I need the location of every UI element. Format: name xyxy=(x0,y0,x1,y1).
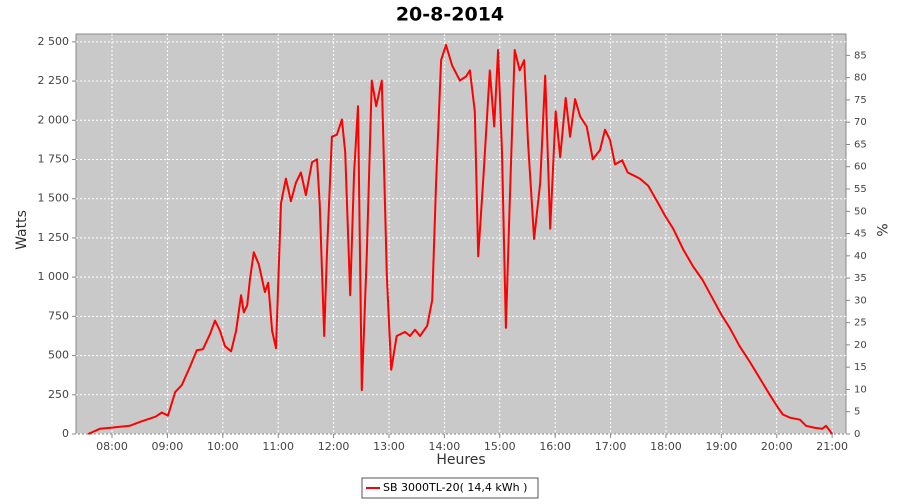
x-tick-label: 18:00 xyxy=(650,440,682,453)
y2-tick-label: 5 xyxy=(854,407,860,418)
y-tick-label: 2 000 xyxy=(38,113,70,126)
x-tick-label: 08:00 xyxy=(96,440,128,453)
y-tick-label: 1 250 xyxy=(38,231,70,244)
y2-axis-label: % xyxy=(873,223,889,236)
y2-tick-label: 75 xyxy=(854,95,867,106)
series-line xyxy=(87,44,834,435)
y-tick-label: 1 750 xyxy=(38,152,70,165)
x-tick-label: 15:00 xyxy=(484,440,516,453)
x-tick-label: 09:00 xyxy=(152,440,184,453)
y-tick-label: 1 000 xyxy=(38,270,70,283)
x-tick-label: 12:00 xyxy=(318,440,350,453)
y2-tick-label: 50 xyxy=(854,206,867,217)
y2-tick-label: 10 xyxy=(854,384,867,395)
x-tick-label: 11:00 xyxy=(262,440,294,453)
legend-box xyxy=(361,477,539,499)
y2-tick-label: 70 xyxy=(854,117,867,128)
y2-tick-label: 60 xyxy=(854,162,867,173)
y-tick-label: 2 500 xyxy=(38,35,70,48)
legend-label: SB 3000TL-20( 14,4 kWh ) xyxy=(383,481,527,494)
y2-tick-label: 55 xyxy=(854,184,867,195)
y2-tick-label: 40 xyxy=(854,251,867,262)
y2-tick-label: 25 xyxy=(854,318,867,329)
y2-tick-label: 15 xyxy=(854,362,867,373)
y-tick-label: 250 xyxy=(48,388,69,401)
y-tick-label: 500 xyxy=(48,349,69,362)
y2-tick-label: 45 xyxy=(854,229,867,240)
x-tick-label: 19:00 xyxy=(706,440,738,453)
x-tick-label: 14:00 xyxy=(429,440,461,453)
y-tick-label: 750 xyxy=(48,309,69,322)
y-tick-label: 2 250 xyxy=(38,74,70,87)
x-tick-label: 13:00 xyxy=(373,440,405,453)
y2-tick-label: 30 xyxy=(854,295,867,306)
y2-tick-label: 35 xyxy=(854,273,867,284)
chart-title: 20-8-2014 xyxy=(396,4,504,26)
x-tick-label: 17:00 xyxy=(595,440,627,453)
y2-tick-label: 85 xyxy=(854,50,867,61)
y2-tick-label: 0 xyxy=(854,429,860,440)
x-axis-label: Heures xyxy=(436,452,485,468)
y2-tick-label: 65 xyxy=(854,139,867,150)
x-tick-label: 20:00 xyxy=(761,440,793,453)
y2-tick-label: 20 xyxy=(854,340,867,351)
y-tick-label: 1 500 xyxy=(38,192,70,205)
plot-area xyxy=(75,33,847,435)
x-tick-label: 10:00 xyxy=(207,440,239,453)
y-tick-label: 0 xyxy=(62,427,69,440)
x-tick-label: 21:00 xyxy=(816,440,848,453)
x-tick-label: 16:00 xyxy=(539,440,571,453)
y2-tick-label: 80 xyxy=(854,73,867,84)
y-axis-label: Watts xyxy=(14,210,30,250)
